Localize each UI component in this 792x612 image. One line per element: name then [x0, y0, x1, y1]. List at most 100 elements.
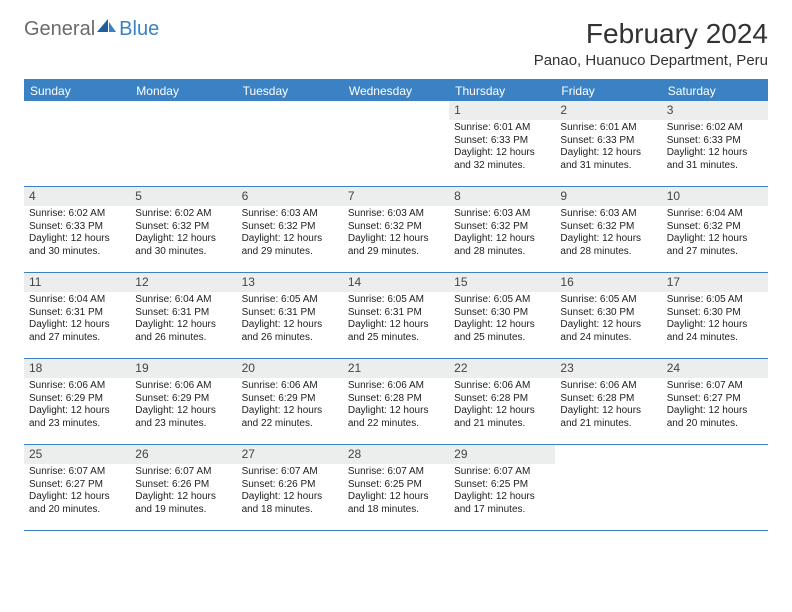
- daylight-line: Daylight: 12 hours and 24 minutes.: [667, 319, 763, 344]
- sunrise-line: Sunrise: 6:01 AM: [560, 122, 656, 135]
- day-detail: Sunrise: 6:01 AMSunset: 6:33 PMDaylight:…: [449, 120, 555, 176]
- weekday-header: Tuesday: [237, 81, 343, 101]
- calendar-cell-empty: [130, 101, 236, 187]
- weekday-header: Sunday: [24, 81, 130, 101]
- location: Panao, Huanuco Department, Peru: [534, 52, 768, 69]
- logo: General Blue: [24, 18, 159, 41]
- sunset-line: Sunset: 6:29 PM: [29, 393, 125, 406]
- calendar: SundayMondayTuesdayWednesdayThursdayFrid…: [24, 79, 768, 531]
- day-detail: Sunrise: 6:07 AMSunset: 6:25 PMDaylight:…: [343, 464, 449, 520]
- daylight-line: Daylight: 12 hours and 26 minutes.: [242, 319, 338, 344]
- sunset-line: Sunset: 6:25 PM: [454, 479, 550, 492]
- daylight-line: Daylight: 12 hours and 18 minutes.: [242, 491, 338, 516]
- sunrise-line: Sunrise: 6:06 AM: [135, 380, 231, 393]
- sunset-line: Sunset: 6:31 PM: [242, 307, 338, 320]
- sunset-line: Sunset: 6:32 PM: [560, 221, 656, 234]
- sunrise-line: Sunrise: 6:03 AM: [348, 208, 444, 221]
- daylight-line: Daylight: 12 hours and 31 minutes.: [560, 147, 656, 172]
- sunrise-line: Sunrise: 6:05 AM: [242, 294, 338, 307]
- calendar-cell: 22Sunrise: 6:06 AMSunset: 6:28 PMDayligh…: [449, 359, 555, 445]
- weekday-header: Monday: [130, 81, 236, 101]
- day-detail: Sunrise: 6:02 AMSunset: 6:32 PMDaylight:…: [130, 206, 236, 262]
- day-number: 23: [555, 359, 661, 378]
- day-number: 24: [662, 359, 768, 378]
- sunrise-line: Sunrise: 6:05 AM: [454, 294, 550, 307]
- sunset-line: Sunset: 6:32 PM: [242, 221, 338, 234]
- day-number: 6: [237, 187, 343, 206]
- day-detail: Sunrise: 6:04 AMSunset: 6:32 PMDaylight:…: [662, 206, 768, 262]
- daylight-line: Daylight: 12 hours and 25 minutes.: [454, 319, 550, 344]
- calendar-cell: 2Sunrise: 6:01 AMSunset: 6:33 PMDaylight…: [555, 101, 661, 187]
- sunset-line: Sunset: 6:32 PM: [348, 221, 444, 234]
- daylight-line: Daylight: 12 hours and 24 minutes.: [560, 319, 656, 344]
- daylight-line: Daylight: 12 hours and 22 minutes.: [242, 405, 338, 430]
- day-number: 27: [237, 445, 343, 464]
- day-detail: Sunrise: 6:06 AMSunset: 6:29 PMDaylight:…: [130, 378, 236, 434]
- sunset-line: Sunset: 6:29 PM: [135, 393, 231, 406]
- calendar-cell: 15Sunrise: 6:05 AMSunset: 6:30 PMDayligh…: [449, 273, 555, 359]
- day-detail: Sunrise: 6:07 AMSunset: 6:26 PMDaylight:…: [237, 464, 343, 520]
- sunset-line: Sunset: 6:26 PM: [242, 479, 338, 492]
- daylight-line: Daylight: 12 hours and 23 minutes.: [135, 405, 231, 430]
- logo-sail-icon: [95, 17, 117, 40]
- day-detail: Sunrise: 6:02 AMSunset: 6:33 PMDaylight:…: [24, 206, 130, 262]
- calendar-cell: 11Sunrise: 6:04 AMSunset: 6:31 PMDayligh…: [24, 273, 130, 359]
- daylight-line: Daylight: 12 hours and 28 minutes.: [454, 233, 550, 258]
- sunset-line: Sunset: 6:27 PM: [29, 479, 125, 492]
- sunset-line: Sunset: 6:29 PM: [242, 393, 338, 406]
- sunset-line: Sunset: 6:30 PM: [454, 307, 550, 320]
- sunrise-line: Sunrise: 6:06 AM: [29, 380, 125, 393]
- calendar-cell: 12Sunrise: 6:04 AMSunset: 6:31 PMDayligh…: [130, 273, 236, 359]
- day-number: 3: [662, 101, 768, 120]
- sunset-line: Sunset: 6:28 PM: [454, 393, 550, 406]
- sunset-line: Sunset: 6:25 PM: [348, 479, 444, 492]
- day-detail: Sunrise: 6:05 AMSunset: 6:30 PMDaylight:…: [449, 292, 555, 348]
- calendar-cell: 28Sunrise: 6:07 AMSunset: 6:25 PMDayligh…: [343, 445, 449, 531]
- day-number: 18: [24, 359, 130, 378]
- sunrise-line: Sunrise: 6:07 AM: [667, 380, 763, 393]
- calendar-cell: 10Sunrise: 6:04 AMSunset: 6:32 PMDayligh…: [662, 187, 768, 273]
- day-detail: Sunrise: 6:04 AMSunset: 6:31 PMDaylight:…: [24, 292, 130, 348]
- calendar-cell: 3Sunrise: 6:02 AMSunset: 6:33 PMDaylight…: [662, 101, 768, 187]
- calendar-cell: 7Sunrise: 6:03 AMSunset: 6:32 PMDaylight…: [343, 187, 449, 273]
- calendar-cell: 9Sunrise: 6:03 AMSunset: 6:32 PMDaylight…: [555, 187, 661, 273]
- title-block: February 2024 Panao, Huanuco Department,…: [534, 18, 768, 69]
- daylight-line: Daylight: 12 hours and 27 minutes.: [667, 233, 763, 258]
- day-number: 15: [449, 273, 555, 292]
- day-detail: Sunrise: 6:06 AMSunset: 6:29 PMDaylight:…: [237, 378, 343, 434]
- day-number: 26: [130, 445, 236, 464]
- sunset-line: Sunset: 6:31 PM: [135, 307, 231, 320]
- calendar-cell-empty: [343, 101, 449, 187]
- sunset-line: Sunset: 6:30 PM: [560, 307, 656, 320]
- day-number: 1: [449, 101, 555, 120]
- sunrise-line: Sunrise: 6:04 AM: [29, 294, 125, 307]
- day-detail: Sunrise: 6:06 AMSunset: 6:29 PMDaylight:…: [24, 378, 130, 434]
- day-detail: Sunrise: 6:05 AMSunset: 6:31 PMDaylight:…: [343, 292, 449, 348]
- daylight-line: Daylight: 12 hours and 30 minutes.: [135, 233, 231, 258]
- calendar-cell: 6Sunrise: 6:03 AMSunset: 6:32 PMDaylight…: [237, 187, 343, 273]
- day-number: 9: [555, 187, 661, 206]
- calendar-cell: 5Sunrise: 6:02 AMSunset: 6:32 PMDaylight…: [130, 187, 236, 273]
- day-detail: Sunrise: 6:06 AMSunset: 6:28 PMDaylight:…: [343, 378, 449, 434]
- sunset-line: Sunset: 6:30 PM: [667, 307, 763, 320]
- calendar-cell: 25Sunrise: 6:07 AMSunset: 6:27 PMDayligh…: [24, 445, 130, 531]
- day-number: 16: [555, 273, 661, 292]
- logo-text-blue: Blue: [119, 18, 159, 41]
- calendar-cell: 18Sunrise: 6:06 AMSunset: 6:29 PMDayligh…: [24, 359, 130, 445]
- calendar-cell-empty: [555, 445, 661, 531]
- day-number: 29: [449, 445, 555, 464]
- day-detail: Sunrise: 6:07 AMSunset: 6:27 PMDaylight:…: [24, 464, 130, 520]
- calendar-grid: 1Sunrise: 6:01 AMSunset: 6:33 PMDaylight…: [24, 101, 768, 531]
- sunset-line: Sunset: 6:32 PM: [667, 221, 763, 234]
- daylight-line: Daylight: 12 hours and 26 minutes.: [135, 319, 231, 344]
- day-number: 13: [237, 273, 343, 292]
- calendar-cell: 23Sunrise: 6:06 AMSunset: 6:28 PMDayligh…: [555, 359, 661, 445]
- day-detail: Sunrise: 6:06 AMSunset: 6:28 PMDaylight:…: [449, 378, 555, 434]
- day-detail: Sunrise: 6:07 AMSunset: 6:26 PMDaylight:…: [130, 464, 236, 520]
- sunset-line: Sunset: 6:28 PM: [560, 393, 656, 406]
- sunset-line: Sunset: 6:31 PM: [29, 307, 125, 320]
- day-detail: Sunrise: 6:06 AMSunset: 6:28 PMDaylight:…: [555, 378, 661, 434]
- daylight-line: Daylight: 12 hours and 29 minutes.: [242, 233, 338, 258]
- daylight-line: Daylight: 12 hours and 31 minutes.: [667, 147, 763, 172]
- sunrise-line: Sunrise: 6:07 AM: [29, 466, 125, 479]
